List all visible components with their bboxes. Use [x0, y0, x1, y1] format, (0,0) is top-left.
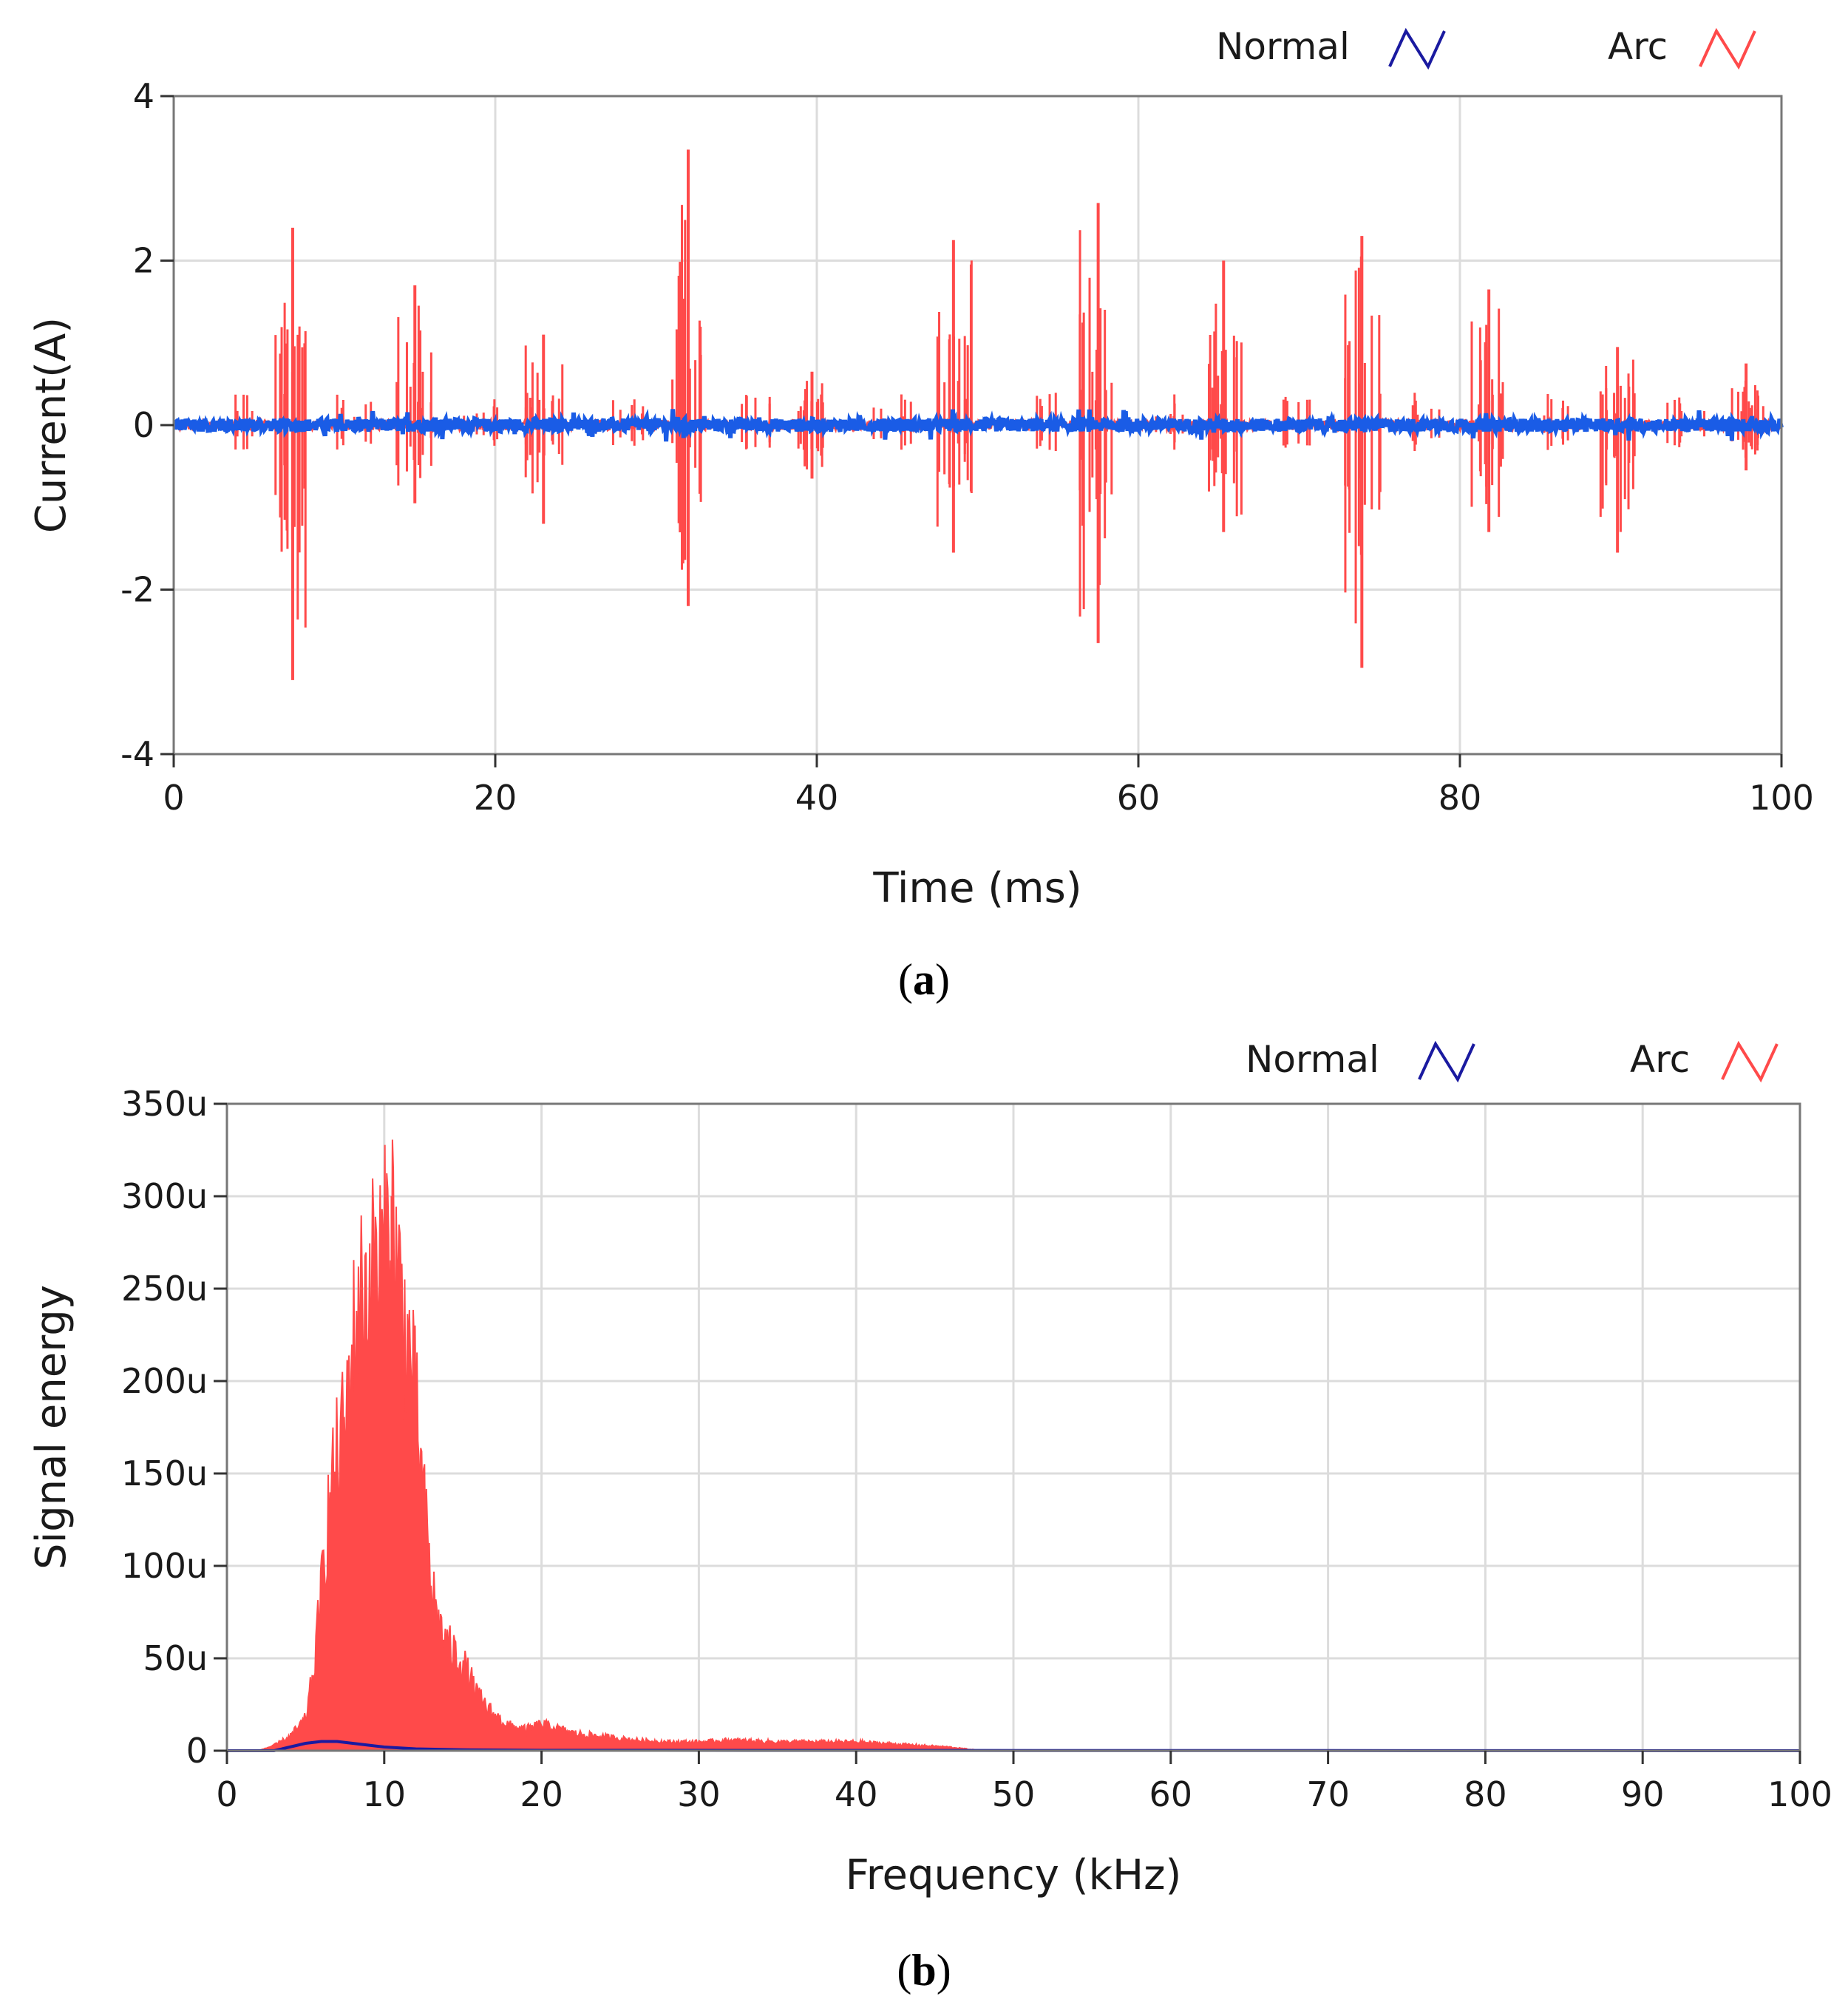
x-tick-label: 50 [992, 1774, 1036, 1814]
y-axis-label: Signal energy [27, 1285, 75, 1570]
legend-normal-swatch [1388, 27, 1446, 70]
legend-arc-label: Arc [1630, 1038, 1690, 1081]
x-tick-label: 10 [363, 1774, 407, 1814]
panel-label-close: ) [935, 955, 950, 1004]
arc-spectrum-area [258, 1139, 982, 1751]
arc-burst-9 [1411, 289, 1504, 532]
x-tick-label: 60 [1117, 778, 1161, 818]
x-tick-label: 40 [795, 778, 839, 818]
arc-burst-1 [336, 285, 432, 503]
panel-label-0: (a) [898, 955, 950, 1004]
x-tick-label: 40 [835, 1774, 878, 1814]
x-axis-label: Frequency (kHz) [846, 1851, 1182, 1899]
panel-label-1: (b) [897, 1946, 951, 1995]
y-tick-label: 0 [186, 1731, 208, 1771]
arc-burst-8 [1282, 236, 1382, 668]
x-tick-label: 100 [1749, 778, 1814, 818]
arc-series [172, 149, 1783, 680]
legend-normal-label: Normal [1216, 25, 1350, 68]
x-tick-label: 20 [520, 1774, 563, 1814]
legend-normal-swatch [1418, 1040, 1475, 1083]
y-tick-label: -4 [120, 734, 154, 774]
y-axis-label: Current(A) [27, 317, 75, 533]
x-tick-label: 100 [1767, 1774, 1832, 1814]
x-tick-label: 80 [1464, 1774, 1507, 1814]
x-tick-label: 60 [1149, 1774, 1193, 1814]
y-tick-label: 250u [121, 1269, 208, 1309]
panel-label-open: ( [897, 1946, 911, 1995]
panel-label-open: ( [898, 955, 913, 1004]
y-tick-label: 200u [121, 1361, 208, 1401]
x-tick-label: 80 [1438, 778, 1482, 818]
x-tick-label: 90 [1621, 1774, 1665, 1814]
y-tick-label: 0 [133, 405, 154, 445]
x-tick-label: 30 [677, 1774, 721, 1814]
x-axis-label: Time (ms) [872, 864, 1081, 912]
arc-burst-5 [872, 240, 973, 553]
legend-normal-label: Normal [1246, 1038, 1379, 1081]
y-tick-label: 100u [121, 1546, 208, 1586]
x-tick-label: 0 [216, 1774, 237, 1814]
x-tick-label: 0 [163, 778, 184, 818]
y-tick-label: 2 [133, 241, 154, 281]
normal-series-line [172, 408, 1784, 442]
x-tick-label: 70 [1306, 1774, 1350, 1814]
arc-burst-0 [234, 228, 307, 680]
arc-burst-7 [1155, 260, 1243, 532]
arc-burst-10 [1543, 347, 1636, 553]
panel-label-letter: a [913, 955, 935, 1004]
legend-arc-swatch [1721, 1040, 1779, 1083]
y-tick-label: 4 [133, 76, 154, 116]
y-tick-label: -2 [120, 570, 154, 610]
y-tick-label: 50u [143, 1638, 208, 1678]
legend-arc-label: Arc [1608, 25, 1668, 68]
x-tick-label: 20 [474, 778, 517, 818]
panel-label-close: ) [937, 1946, 951, 1995]
arc-burst-3 [611, 149, 702, 606]
arc-spectrum [258, 1139, 982, 1751]
y-tick-label: 350u [121, 1084, 208, 1124]
y-tick-label: 300u [121, 1176, 208, 1216]
y-tick-label: 150u [121, 1454, 208, 1493]
legend-arc-swatch [1699, 27, 1756, 70]
panel-label-letter: b [911, 1946, 936, 1995]
